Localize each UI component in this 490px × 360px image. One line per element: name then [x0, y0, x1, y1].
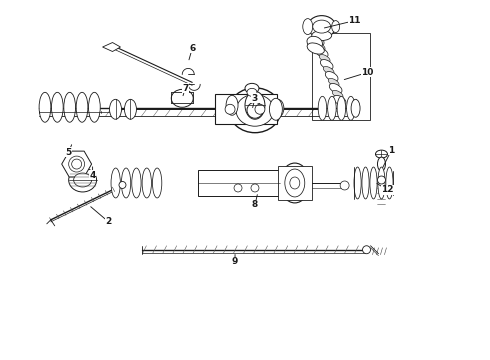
Ellipse shape: [290, 177, 300, 189]
Text: 8: 8: [252, 201, 258, 210]
Ellipse shape: [285, 169, 305, 197]
Ellipse shape: [377, 176, 386, 184]
Ellipse shape: [328, 96, 336, 120]
Ellipse shape: [363, 246, 370, 254]
Ellipse shape: [316, 48, 328, 57]
Ellipse shape: [142, 168, 151, 198]
Text: 10: 10: [361, 68, 374, 77]
Ellipse shape: [255, 104, 265, 114]
Ellipse shape: [76, 92, 88, 122]
Ellipse shape: [329, 84, 342, 93]
Ellipse shape: [318, 96, 327, 120]
Ellipse shape: [247, 88, 257, 96]
Ellipse shape: [270, 98, 282, 120]
Ellipse shape: [340, 181, 349, 190]
Ellipse shape: [64, 92, 75, 122]
Text: 4: 4: [89, 171, 96, 180]
Polygon shape: [62, 151, 92, 177]
Ellipse shape: [320, 59, 333, 69]
Ellipse shape: [308, 15, 336, 37]
Ellipse shape: [74, 173, 92, 187]
Text: 3: 3: [252, 94, 258, 103]
Ellipse shape: [245, 91, 265, 119]
Ellipse shape: [362, 167, 369, 199]
Text: 1: 1: [388, 145, 394, 154]
Ellipse shape: [172, 89, 193, 107]
Ellipse shape: [251, 184, 259, 192]
Ellipse shape: [377, 157, 386, 171]
Ellipse shape: [236, 94, 274, 126]
Ellipse shape: [313, 20, 331, 33]
Ellipse shape: [323, 67, 334, 75]
Ellipse shape: [124, 99, 136, 119]
Bar: [278, 166, 312, 200]
Ellipse shape: [370, 167, 377, 199]
Ellipse shape: [122, 168, 131, 198]
Bar: [312, 32, 369, 120]
Ellipse shape: [245, 84, 259, 93]
Ellipse shape: [152, 168, 162, 198]
Ellipse shape: [333, 95, 346, 105]
Text: 12: 12: [381, 185, 393, 194]
Text: 5: 5: [66, 148, 72, 157]
Ellipse shape: [328, 78, 339, 86]
Bar: [198, 170, 280, 196]
Ellipse shape: [307, 43, 324, 54]
Ellipse shape: [226, 95, 238, 115]
Ellipse shape: [89, 92, 100, 122]
Text: 2: 2: [105, 217, 112, 226]
Ellipse shape: [375, 150, 388, 158]
Text: 7: 7: [182, 84, 189, 93]
Ellipse shape: [247, 102, 263, 118]
Ellipse shape: [69, 168, 97, 192]
Ellipse shape: [39, 92, 51, 122]
Ellipse shape: [319, 54, 330, 62]
Ellipse shape: [332, 90, 343, 98]
Ellipse shape: [354, 167, 361, 199]
Text: 9: 9: [232, 257, 238, 266]
Ellipse shape: [51, 92, 63, 122]
Ellipse shape: [110, 99, 122, 119]
Ellipse shape: [272, 99, 284, 117]
Text: 6: 6: [189, 44, 196, 53]
Ellipse shape: [307, 36, 322, 49]
Ellipse shape: [311, 36, 324, 45]
Ellipse shape: [234, 184, 242, 192]
Polygon shape: [102, 42, 121, 51]
Ellipse shape: [378, 167, 385, 199]
Text: 11: 11: [348, 16, 361, 25]
Ellipse shape: [132, 168, 141, 198]
Ellipse shape: [346, 96, 355, 120]
Ellipse shape: [280, 163, 310, 203]
Ellipse shape: [303, 19, 313, 35]
Ellipse shape: [337, 96, 345, 120]
Ellipse shape: [72, 159, 82, 169]
Ellipse shape: [314, 42, 325, 50]
Ellipse shape: [325, 72, 338, 81]
Ellipse shape: [225, 104, 235, 114]
Ellipse shape: [119, 181, 126, 189]
Ellipse shape: [312, 31, 332, 41]
Ellipse shape: [111, 168, 121, 198]
Ellipse shape: [229, 88, 281, 133]
Ellipse shape: [332, 21, 340, 32]
Bar: [215, 94, 277, 124]
Ellipse shape: [386, 167, 393, 199]
Ellipse shape: [351, 99, 360, 117]
